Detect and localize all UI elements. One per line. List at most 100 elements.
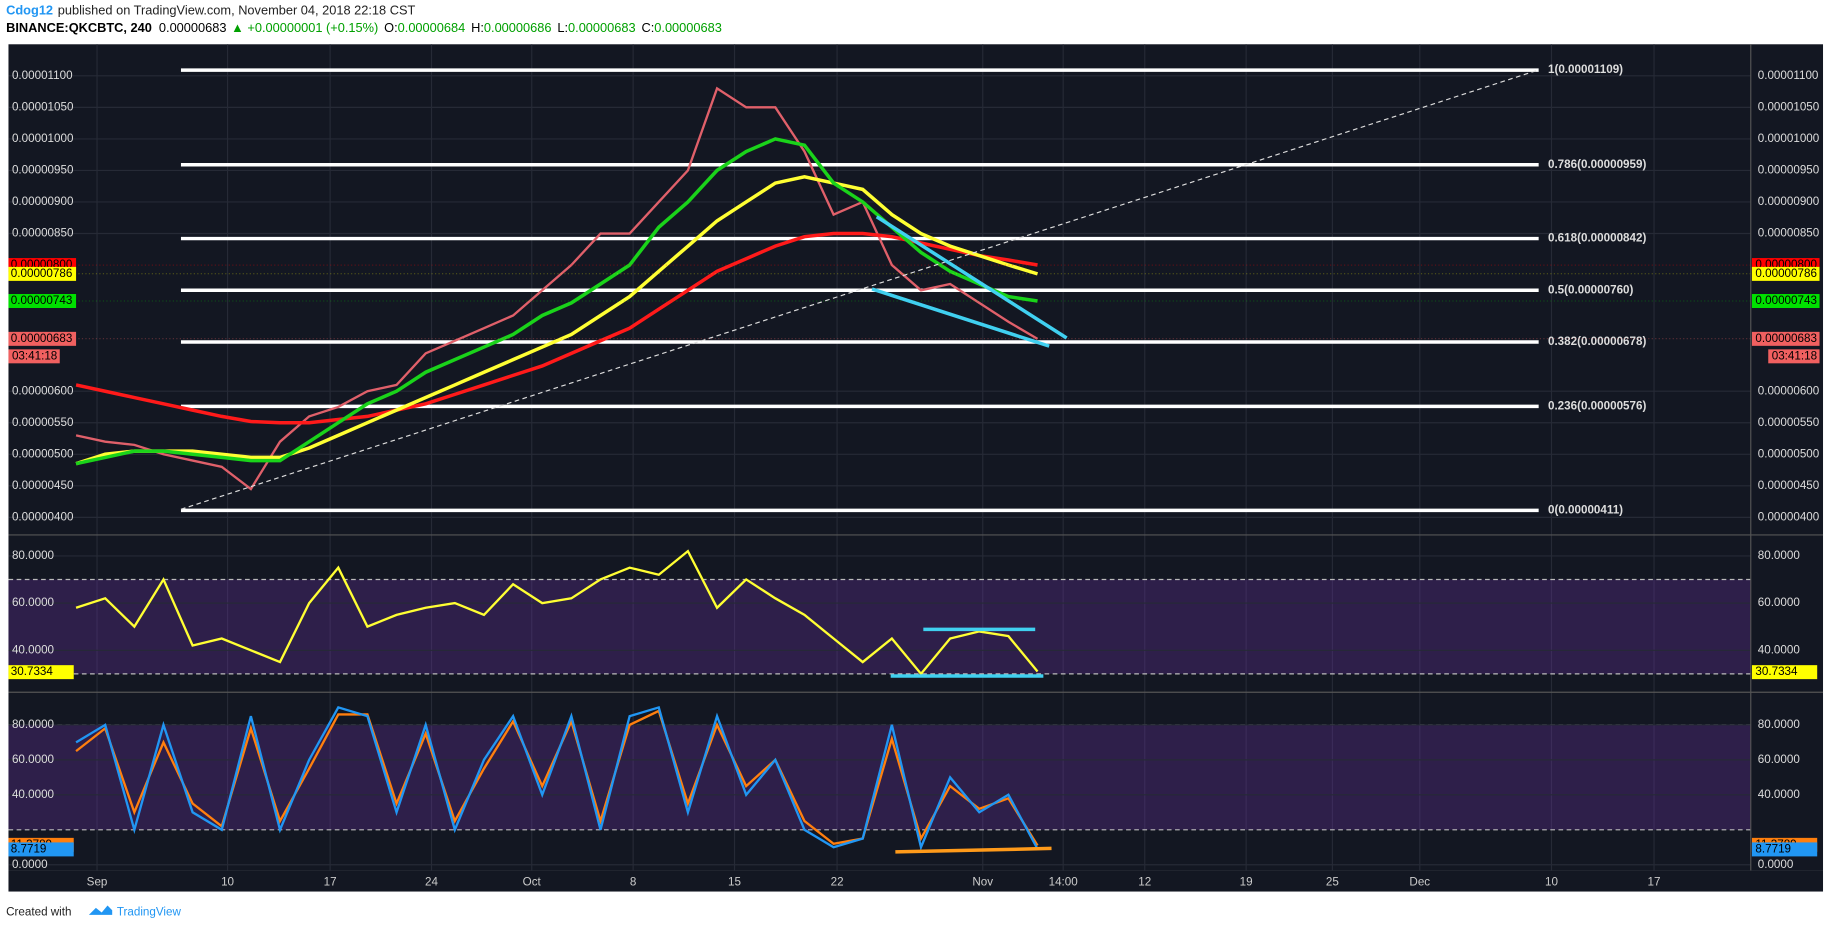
x-tick-label: 15	[728, 875, 741, 888]
x-tick-label: 10	[1545, 875, 1558, 888]
stoch-line	[895, 846, 1052, 854]
symbol: BINANCE:QKCBTC, 240	[6, 21, 152, 36]
fib-label: 0.382(0.00000678)	[1548, 335, 1647, 348]
y-tick-label: 60.0000	[12, 596, 55, 609]
price-axis	[1750, 44, 1824, 871]
y-tick-label: 0.00000850	[12, 227, 74, 240]
y-tick-label: 0.00000850	[1758, 227, 1820, 240]
x-tick-label: Sep	[87, 875, 108, 888]
footer-brand[interactable]: TradingView	[117, 906, 182, 919]
y-tick-label: 60.0000	[1758, 596, 1801, 609]
ohlc-label: O:	[384, 21, 398, 36]
value-tag-label: 0.00000683	[11, 332, 73, 345]
y-tick-label: 0.00001000	[1758, 132, 1820, 145]
value-tag	[1751, 294, 1820, 308]
x-tick-label: Nov	[972, 875, 993, 888]
ohlc-value: 0.00000683	[568, 21, 636, 36]
y-tick-label: 0.00001100	[12, 69, 73, 82]
y-tick-label: 0.00000450	[1758, 479, 1820, 492]
time-axis	[8, 870, 1824, 892]
countdown-tag	[1768, 349, 1820, 364]
y-tick-label: 0.0000	[1758, 858, 1794, 871]
logo	[88, 905, 113, 915]
value-tag-label: 0.00000786	[11, 267, 73, 280]
x-tick-label: 14:00	[1049, 875, 1079, 888]
fib-label: 0.236(0.00000576)	[1548, 399, 1647, 412]
header-line: Cdog12 published on TradingView.com, Nove…	[6, 3, 415, 18]
chart-area	[8, 44, 1751, 871]
y-tick-label: 60.0000	[1758, 753, 1801, 766]
value-tag	[1751, 266, 1820, 281]
ohlc: O:0.00000684 H:0.00000686 L:0.00000683 C:0.…	[384, 21, 722, 36]
value-tag-label: 0.00000743	[11, 294, 73, 307]
series-line	[75, 137, 1038, 466]
wedge-bottom	[871, 287, 1050, 348]
countdown-tag	[8, 349, 60, 364]
last: 0.00000683	[159, 21, 227, 36]
y-tick-label: 0.00001050	[1758, 100, 1820, 113]
value-tag	[1751, 665, 1818, 680]
y-tick-label: 0.00000450	[12, 479, 74, 492]
y-tick-label: 0.00001000	[12, 132, 74, 145]
y-tick-label: 0.00000550	[12, 416, 74, 429]
ohlc-value: 0.00000684	[398, 21, 466, 36]
x-tick-label: 24	[425, 875, 438, 888]
y-tick-label: 80.0000	[1758, 718, 1801, 731]
y-tick-label: 0.00000500	[12, 447, 74, 460]
fib-label: 0.618(0.00000842)	[1548, 232, 1647, 245]
value-tag-label: 30.7334	[11, 665, 54, 678]
y-tick-label: 0.00000600	[1758, 384, 1820, 397]
y-tick-label: 0.00000900	[1758, 195, 1820, 208]
series-line	[75, 705, 1039, 852]
y-tick-label: 80.0000	[12, 549, 55, 562]
x-tick-label: 10	[221, 875, 234, 888]
author[interactable]: Cdog12	[6, 3, 53, 18]
y-tick-label: 80.0000	[1758, 549, 1801, 562]
value-tag	[8, 294, 77, 308]
value-tag	[8, 266, 77, 281]
y-tick-label: 0.00001100	[1758, 69, 1819, 82]
x-tick-label: 17	[1648, 875, 1661, 888]
value-tag	[1751, 842, 1818, 857]
x-tick-label: 25	[1326, 875, 1339, 888]
value-tag	[8, 331, 77, 346]
y-tick-label: 40.0000	[12, 788, 55, 801]
value-tag	[8, 842, 74, 857]
value-tag-label: 8.7719	[1755, 842, 1791, 855]
series-line	[75, 231, 1038, 425]
value-tag-label: 0.00000743	[1755, 294, 1817, 307]
symbol-line: BINANCE:QKCBTC, 240 0.00000683 ▲ +0.000000…	[6, 21, 722, 36]
wedge-top	[875, 215, 1068, 340]
series-line	[75, 175, 1039, 466]
ohlc-label: L:	[557, 21, 568, 36]
countdown: 03:41:18	[12, 349, 57, 362]
ohlc-label: C:	[641, 21, 654, 36]
y-tick-label: 60.0000	[12, 753, 55, 766]
countdown: 03:41:18	[1772, 349, 1817, 362]
x-tick-label: Oct	[523, 875, 542, 888]
y-tick-label: 0.00000600	[12, 384, 74, 397]
value-tag	[8, 665, 74, 680]
y-tick-label: 0.00000900	[12, 195, 74, 208]
y-tick-label: 0.00000400	[1758, 510, 1820, 523]
value-tag-label: 0.00000786	[1755, 267, 1817, 280]
y-tick-label: 0.00000400	[12, 510, 74, 523]
fib-label: 0.5(0.00000760)	[1548, 283, 1634, 296]
x-tick-label: 12	[1138, 875, 1151, 888]
x-tick-label: 8	[630, 875, 636, 888]
x-tick-label: Dec	[1409, 875, 1430, 888]
published: published on TradingView.com, November 0…	[58, 3, 416, 18]
y-tick-label: 0.00001050	[12, 100, 74, 113]
band	[8, 579, 1751, 674]
value-tag-label: 30.7334	[1755, 665, 1798, 678]
y-tick-label: 0.0000	[12, 858, 48, 871]
value-tag	[1751, 331, 1820, 346]
y-tick-label: 0.00000950	[1758, 164, 1820, 177]
fib-label: 1(0.00001109)	[1548, 63, 1623, 76]
y-tick-label: 0.00000950	[12, 164, 74, 177]
y-tick-label: 0.00000500	[1758, 447, 1820, 460]
trendline	[180, 69, 1539, 510]
fib-label: 0.786(0.00000959)	[1548, 158, 1647, 171]
